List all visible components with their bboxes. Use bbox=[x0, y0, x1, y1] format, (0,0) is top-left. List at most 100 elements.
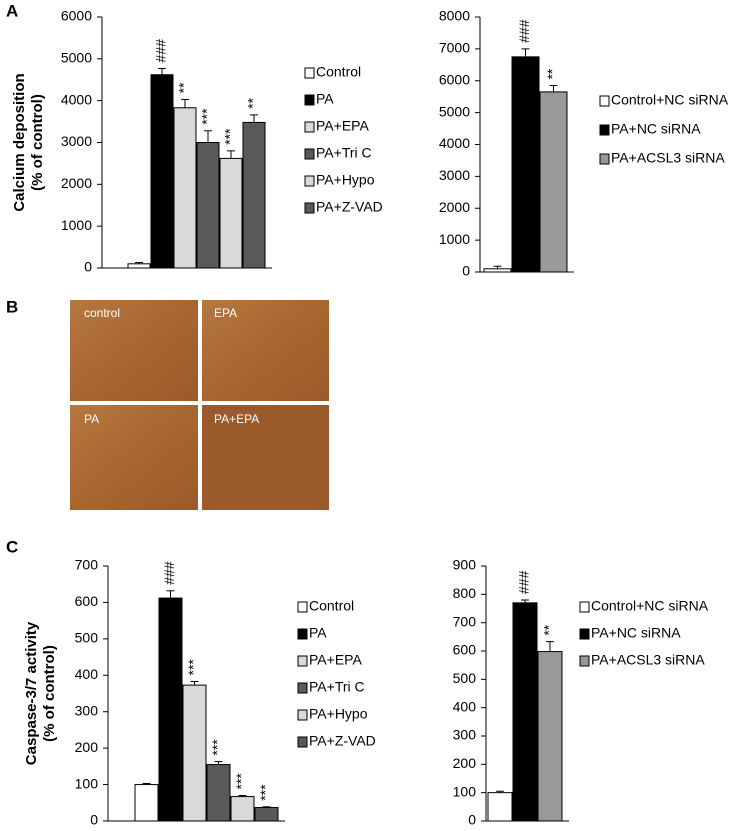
legend-label: Control bbox=[316, 64, 361, 80]
micrograph bbox=[70, 300, 198, 401]
y-tick-label: 100 bbox=[75, 775, 99, 791]
bar bbox=[206, 764, 231, 822]
legend-label: PA+Z-VAD bbox=[309, 733, 376, 749]
legend-label: Control bbox=[309, 598, 354, 614]
legend-swatch bbox=[579, 601, 590, 613]
y-axis-label: (% of control) bbox=[29, 94, 46, 191]
y-tick-label: 6000 bbox=[439, 71, 470, 87]
y-tick-label: 0 bbox=[84, 259, 92, 275]
micrograph-label: control bbox=[84, 306, 120, 320]
y-tick-label: 200 bbox=[453, 755, 477, 771]
legend-swatch bbox=[304, 67, 315, 79]
bar bbox=[127, 263, 151, 269]
significance-label: *** bbox=[222, 128, 238, 145]
bar bbox=[182, 684, 207, 822]
y-tick-label: 0 bbox=[90, 812, 98, 828]
significance-label: *** bbox=[233, 773, 249, 790]
y-tick-label: 8000 bbox=[439, 8, 470, 24]
panel-label: A bbox=[6, 1, 18, 20]
y-tick-label: 2000 bbox=[439, 199, 470, 215]
legend-label: PA+Tri C bbox=[309, 679, 365, 695]
panel-label: C bbox=[6, 537, 18, 556]
significance-label: ### bbox=[516, 19, 532, 43]
panel-label: B bbox=[6, 297, 18, 316]
legend-swatch bbox=[579, 628, 590, 640]
legend-swatch bbox=[297, 628, 308, 640]
legend-swatch bbox=[304, 121, 315, 133]
bar bbox=[219, 157, 243, 269]
y-tick-label: 6000 bbox=[61, 8, 92, 24]
bar bbox=[196, 142, 220, 269]
legend-label: PA+ACSL3 siRNA bbox=[611, 150, 725, 166]
y-tick-label: 600 bbox=[453, 642, 477, 658]
y-tick-label: 3000 bbox=[439, 167, 470, 183]
y-tick-label: 900 bbox=[453, 557, 477, 573]
y-tick-label: 4000 bbox=[61, 91, 92, 107]
legend-swatch bbox=[304, 202, 315, 214]
bar bbox=[150, 74, 174, 269]
significance-label: ** bbox=[176, 82, 192, 93]
bar bbox=[539, 91, 568, 273]
y-tick-label: 500 bbox=[453, 670, 477, 686]
legend-label: PA+Z-VAD bbox=[316, 199, 383, 215]
bar bbox=[483, 268, 512, 273]
legend-swatch bbox=[304, 94, 315, 106]
y-tick-label: 700 bbox=[453, 613, 477, 629]
significance-label: ### bbox=[516, 570, 532, 594]
significance-label: *** bbox=[199, 108, 215, 125]
legend-label: Control+NC siRNA bbox=[591, 598, 709, 614]
y-tick-label: 1000 bbox=[61, 217, 92, 233]
legend-swatch bbox=[297, 601, 308, 613]
significance-label: ### bbox=[153, 39, 169, 63]
micrograph bbox=[202, 405, 329, 510]
bar bbox=[487, 792, 513, 822]
micrograph bbox=[202, 300, 329, 401]
bar bbox=[537, 651, 563, 822]
legend-label: PA bbox=[309, 625, 327, 641]
y-tick-label: 4000 bbox=[439, 135, 470, 151]
significance-label: *** bbox=[257, 784, 273, 801]
legend-label: PA bbox=[316, 91, 334, 107]
bar bbox=[242, 121, 266, 269]
legend-swatch bbox=[297, 736, 308, 748]
legend-swatch bbox=[297, 709, 308, 721]
significance-label: ** bbox=[541, 624, 557, 635]
micrograph bbox=[70, 405, 198, 510]
y-tick-label: 2000 bbox=[61, 175, 92, 191]
bar bbox=[512, 602, 538, 822]
legend-label: PA+Hypo bbox=[316, 172, 375, 188]
legend-label: PA+Tri C bbox=[316, 145, 372, 161]
y-tick-label: 5000 bbox=[61, 50, 92, 66]
significance-label: *** bbox=[185, 659, 201, 676]
bar bbox=[134, 784, 159, 822]
significance-label: ** bbox=[544, 68, 560, 79]
y-tick-label: 1000 bbox=[439, 231, 470, 247]
legend-label: PA+Hypo bbox=[309, 706, 368, 722]
y-tick-label: 0 bbox=[462, 263, 470, 279]
y-tick-label: 5000 bbox=[439, 103, 470, 119]
bar bbox=[158, 597, 183, 822]
legend-swatch bbox=[304, 175, 315, 187]
y-tick-label: 200 bbox=[75, 739, 99, 755]
y-tick-label: 300 bbox=[453, 727, 477, 743]
legend-swatch bbox=[304, 148, 315, 160]
legend-swatch bbox=[579, 655, 590, 667]
y-tick-label: 300 bbox=[75, 702, 99, 718]
legend-label: PA+EPA bbox=[309, 652, 362, 668]
significance-label: *** bbox=[209, 739, 225, 756]
y-axis-label: Calcium deposition bbox=[11, 73, 28, 211]
y-tick-label: 7000 bbox=[439, 40, 470, 56]
bar bbox=[254, 807, 279, 822]
significance-label: ### bbox=[161, 561, 177, 585]
y-tick-label: 0 bbox=[468, 812, 476, 828]
legend-label: PA+ACSL3 siRNA bbox=[591, 652, 705, 668]
y-axis-label: (% of control) bbox=[41, 645, 58, 742]
bar bbox=[511, 56, 540, 273]
legend-swatch bbox=[599, 95, 610, 107]
bar bbox=[173, 107, 197, 269]
legend-label: Control+NC siRNA bbox=[611, 92, 729, 108]
bar bbox=[230, 796, 255, 822]
micrograph-label: PA bbox=[84, 412, 99, 426]
micrograph-label: EPA bbox=[214, 306, 237, 320]
significance-label: ** bbox=[245, 97, 261, 108]
